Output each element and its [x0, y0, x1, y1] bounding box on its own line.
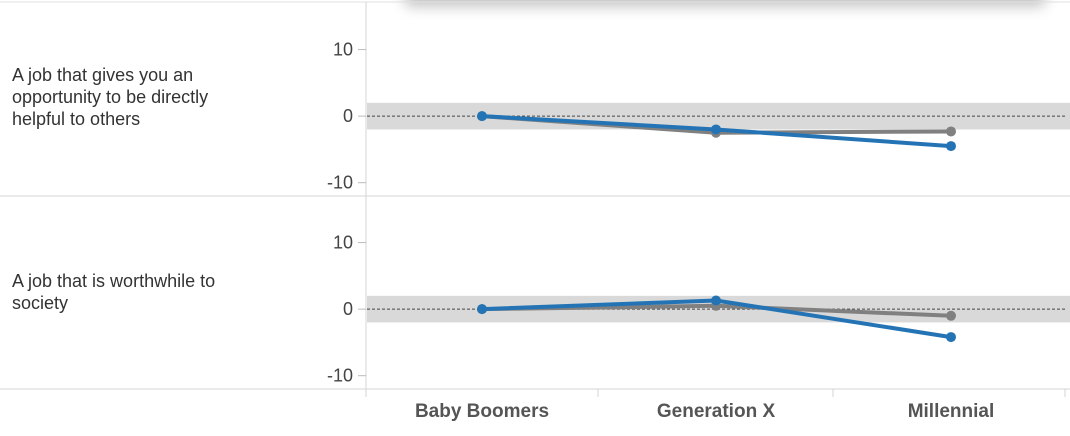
- data-point-1-1-0: [477, 304, 487, 315]
- data-point-1-0-2: [946, 310, 956, 321]
- y-tick-label-0-1: 0: [343, 106, 353, 126]
- y-tick-label-1-1: 0: [343, 299, 353, 319]
- row-label-worthwhile: A job that is worthwhile to society: [12, 271, 216, 313]
- y-tick-label-1-0: 10: [333, 233, 353, 253]
- y-tick-label-1-2: -10: [327, 366, 353, 386]
- y-tick-label-0-2: -10: [327, 173, 353, 193]
- category-label-0: Baby Boomers: [415, 401, 549, 422]
- data-point-1-1-1: [711, 295, 721, 306]
- category-label-1: Generation X: [657, 401, 776, 422]
- row-label-helpful: A job that gives you an opportunity to b…: [12, 65, 209, 129]
- data-point-0-1-1: [711, 124, 721, 135]
- data-point-0-1-2: [946, 141, 956, 152]
- y-tick-label-0-0: 10: [333, 40, 353, 60]
- data-point-0-0-2: [946, 126, 956, 137]
- data-point-0-1-0: [477, 111, 487, 122]
- data-point-1-1-2: [946, 332, 956, 343]
- category-label-2: Millennial: [908, 401, 995, 422]
